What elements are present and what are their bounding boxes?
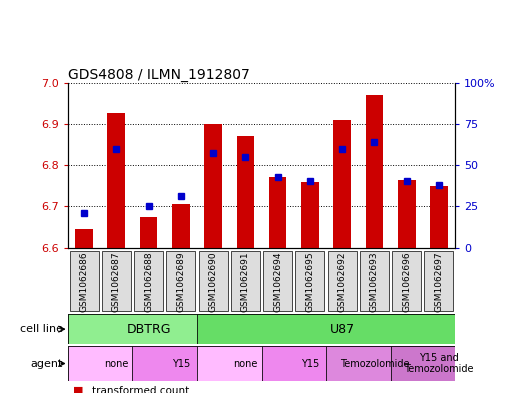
Text: cell line: cell line	[20, 324, 63, 334]
FancyBboxPatch shape	[360, 251, 389, 311]
Text: GSM1062695: GSM1062695	[305, 252, 314, 312]
Text: GSM1062692: GSM1062692	[338, 252, 347, 312]
Text: ■: ■	[73, 386, 84, 393]
Text: GSM1062687: GSM1062687	[112, 252, 121, 312]
Text: none: none	[233, 358, 257, 369]
FancyBboxPatch shape	[392, 251, 421, 311]
Text: GSM1062697: GSM1062697	[435, 252, 444, 312]
FancyBboxPatch shape	[68, 314, 455, 344]
FancyBboxPatch shape	[231, 251, 260, 311]
Text: GDS4808 / ILMN_1912807: GDS4808 / ILMN_1912807	[68, 68, 250, 81]
FancyBboxPatch shape	[327, 251, 357, 311]
Bar	[366, 95, 383, 248]
FancyBboxPatch shape	[132, 346, 197, 381]
Text: GSM1062688: GSM1062688	[144, 252, 153, 312]
FancyBboxPatch shape	[295, 251, 324, 311]
FancyBboxPatch shape	[70, 251, 99, 311]
FancyBboxPatch shape	[68, 346, 132, 381]
Bar	[236, 136, 254, 248]
Bar	[398, 180, 415, 248]
Bar	[269, 178, 287, 248]
FancyBboxPatch shape	[166, 251, 196, 311]
Bar	[333, 120, 351, 248]
FancyBboxPatch shape	[262, 346, 326, 381]
Bar	[108, 114, 125, 248]
Text: Y15 and
Temozolomide: Y15 and Temozolomide	[404, 353, 474, 374]
Text: U87: U87	[329, 323, 355, 336]
Bar	[430, 186, 448, 248]
Text: GSM1062690: GSM1062690	[209, 252, 218, 312]
FancyBboxPatch shape	[199, 251, 228, 311]
FancyBboxPatch shape	[263, 251, 292, 311]
FancyBboxPatch shape	[197, 314, 455, 344]
Bar	[140, 217, 157, 248]
Text: none: none	[104, 358, 129, 369]
FancyBboxPatch shape	[134, 251, 163, 311]
Bar	[75, 229, 93, 248]
Text: GSM1062696: GSM1062696	[402, 252, 411, 312]
Text: GSM1062693: GSM1062693	[370, 252, 379, 312]
Text: Y15: Y15	[172, 358, 190, 369]
Text: Y15: Y15	[301, 358, 319, 369]
FancyBboxPatch shape	[391, 346, 455, 381]
FancyBboxPatch shape	[326, 346, 391, 381]
Bar	[204, 124, 222, 248]
Text: transformed count: transformed count	[92, 386, 189, 393]
Bar	[301, 182, 319, 248]
FancyBboxPatch shape	[68, 314, 197, 344]
FancyBboxPatch shape	[68, 346, 455, 381]
Text: Temozolomide: Temozolomide	[339, 358, 409, 369]
FancyBboxPatch shape	[102, 251, 131, 311]
Text: GSM1062689: GSM1062689	[176, 252, 185, 312]
Text: GSM1062694: GSM1062694	[273, 252, 282, 312]
Bar	[172, 204, 190, 248]
Text: GSM1062691: GSM1062691	[241, 252, 250, 312]
Text: agent: agent	[30, 358, 63, 369]
FancyBboxPatch shape	[424, 251, 453, 311]
Text: GSM1062686: GSM1062686	[79, 252, 88, 312]
Text: DBTRG: DBTRG	[127, 323, 171, 336]
FancyBboxPatch shape	[197, 346, 262, 381]
